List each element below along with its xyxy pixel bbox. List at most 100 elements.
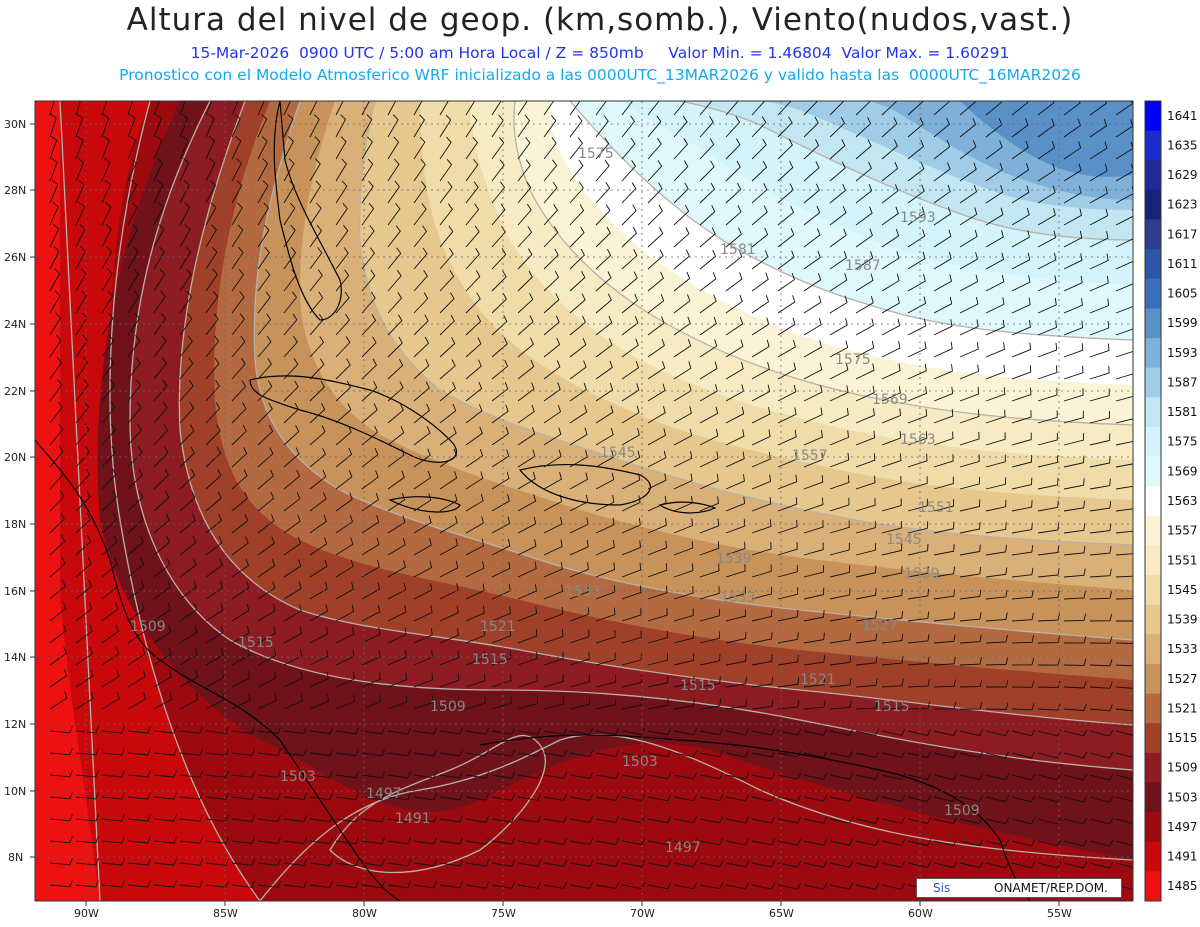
wind-barb — [283, 291, 298, 314]
wind-barb — [1063, 590, 1086, 600]
wind-barb — [803, 860, 828, 868]
wind-barb — [959, 207, 978, 226]
wind-barb — [751, 882, 776, 890]
wind-barb — [153, 558, 171, 578]
wind-barb — [881, 273, 900, 292]
wind-barb — [647, 540, 668, 556]
wind-barb — [777, 205, 795, 226]
wind-barb — [1089, 456, 1111, 468]
wind-barb — [621, 249, 638, 270]
wind-barb — [543, 815, 568, 823]
wind-barb — [517, 539, 537, 556]
colorbar-swatch — [1145, 486, 1161, 517]
lon-label: 85W — [213, 907, 238, 920]
wind-barb — [361, 672, 381, 688]
wind-barb — [647, 361, 666, 380]
wind-barb — [361, 180, 374, 204]
wind-barb — [257, 536, 275, 556]
wind-barb — [413, 336, 430, 358]
wind-barb — [595, 816, 620, 824]
wind-barb — [907, 296, 927, 314]
wind-barb — [855, 251, 874, 270]
wind-barb — [517, 226, 533, 248]
wind-barb — [309, 671, 329, 688]
wind-barb — [283, 648, 303, 666]
wind-barb — [959, 544, 981, 556]
wind-barb — [1011, 252, 1031, 270]
wind-barb — [933, 839, 958, 847]
wind-barb — [257, 748, 281, 756]
wind-barb — [127, 468, 143, 490]
wind-barb — [595, 838, 620, 846]
credit-box: Sis ONAMET/REP.DOM. — [916, 878, 1122, 898]
wind-barb — [465, 628, 485, 644]
wind-barb — [413, 269, 428, 292]
wind-barb — [699, 160, 715, 182]
wind-barb — [283, 313, 298, 336]
wind-barb — [1037, 432, 1058, 446]
wind-barb — [205, 880, 229, 888]
wind-barb — [881, 117, 898, 138]
wind-barb — [1089, 817, 1114, 825]
wind-barb — [881, 430, 902, 446]
wind-barb — [387, 560, 406, 578]
wind-barb — [699, 518, 720, 534]
wind-barb — [829, 385, 849, 402]
colorbar-swatch — [1145, 308, 1161, 339]
wind-barb — [75, 602, 93, 622]
wind-barb — [49, 534, 66, 556]
wind-barb — [777, 882, 802, 890]
wind-barb — [335, 269, 350, 292]
wind-barb — [413, 292, 429, 314]
wind-barb — [75, 312, 88, 336]
wind-barb — [257, 581, 276, 600]
wind-barb — [673, 653, 695, 666]
wind-barb — [361, 101, 370, 116]
wind-barb — [309, 101, 318, 116]
wind-barb — [491, 337, 508, 358]
wind-barb — [283, 180, 295, 204]
wind-barb — [387, 114, 399, 138]
wind-barb — [1037, 230, 1057, 248]
wind-barb — [413, 793, 438, 801]
colorbar-label: 1635 — [1167, 138, 1198, 152]
wind-barb — [309, 425, 326, 446]
wind-barb — [1089, 298, 1109, 314]
wind-barb — [725, 474, 745, 490]
wind-barb — [829, 610, 851, 622]
wind-barb — [777, 101, 792, 116]
wind-barb — [803, 273, 822, 292]
wind-barb — [309, 749, 334, 757]
wind-barb — [855, 408, 875, 424]
wind-barb — [465, 181, 479, 204]
wind-barb — [1115, 395, 1133, 402]
wind-barb — [595, 182, 611, 204]
south-america-coast — [479, 734, 1031, 901]
wind-barb — [465, 673, 486, 688]
wind-barb — [153, 491, 170, 512]
wind-barb — [1116, 620, 1133, 622]
wind-barb — [231, 101, 239, 116]
wind-barb — [699, 838, 724, 846]
wind-barb — [777, 116, 793, 138]
wind-barb — [725, 699, 748, 710]
wind-barb — [777, 339, 796, 358]
wind-barb — [1011, 230, 1030, 248]
wind-barb — [985, 817, 1010, 825]
wind-barb — [75, 669, 94, 688]
wind-barb — [75, 624, 93, 644]
wind-barb — [49, 770, 73, 778]
wind-barb — [985, 499, 1007, 512]
wind-barb — [699, 563, 720, 578]
geopotential-shading — [35, 101, 1133, 901]
wind-barb — [1063, 298, 1083, 314]
wind-barb — [933, 117, 950, 138]
wind-barb — [309, 537, 328, 556]
wind-barb — [647, 750, 672, 758]
wind-barb — [127, 580, 145, 600]
wind-barb — [569, 472, 589, 490]
wind-barb — [751, 294, 770, 314]
wind-barb — [647, 405, 666, 424]
wind-barb — [491, 696, 512, 710]
wind-barb — [101, 446, 117, 468]
